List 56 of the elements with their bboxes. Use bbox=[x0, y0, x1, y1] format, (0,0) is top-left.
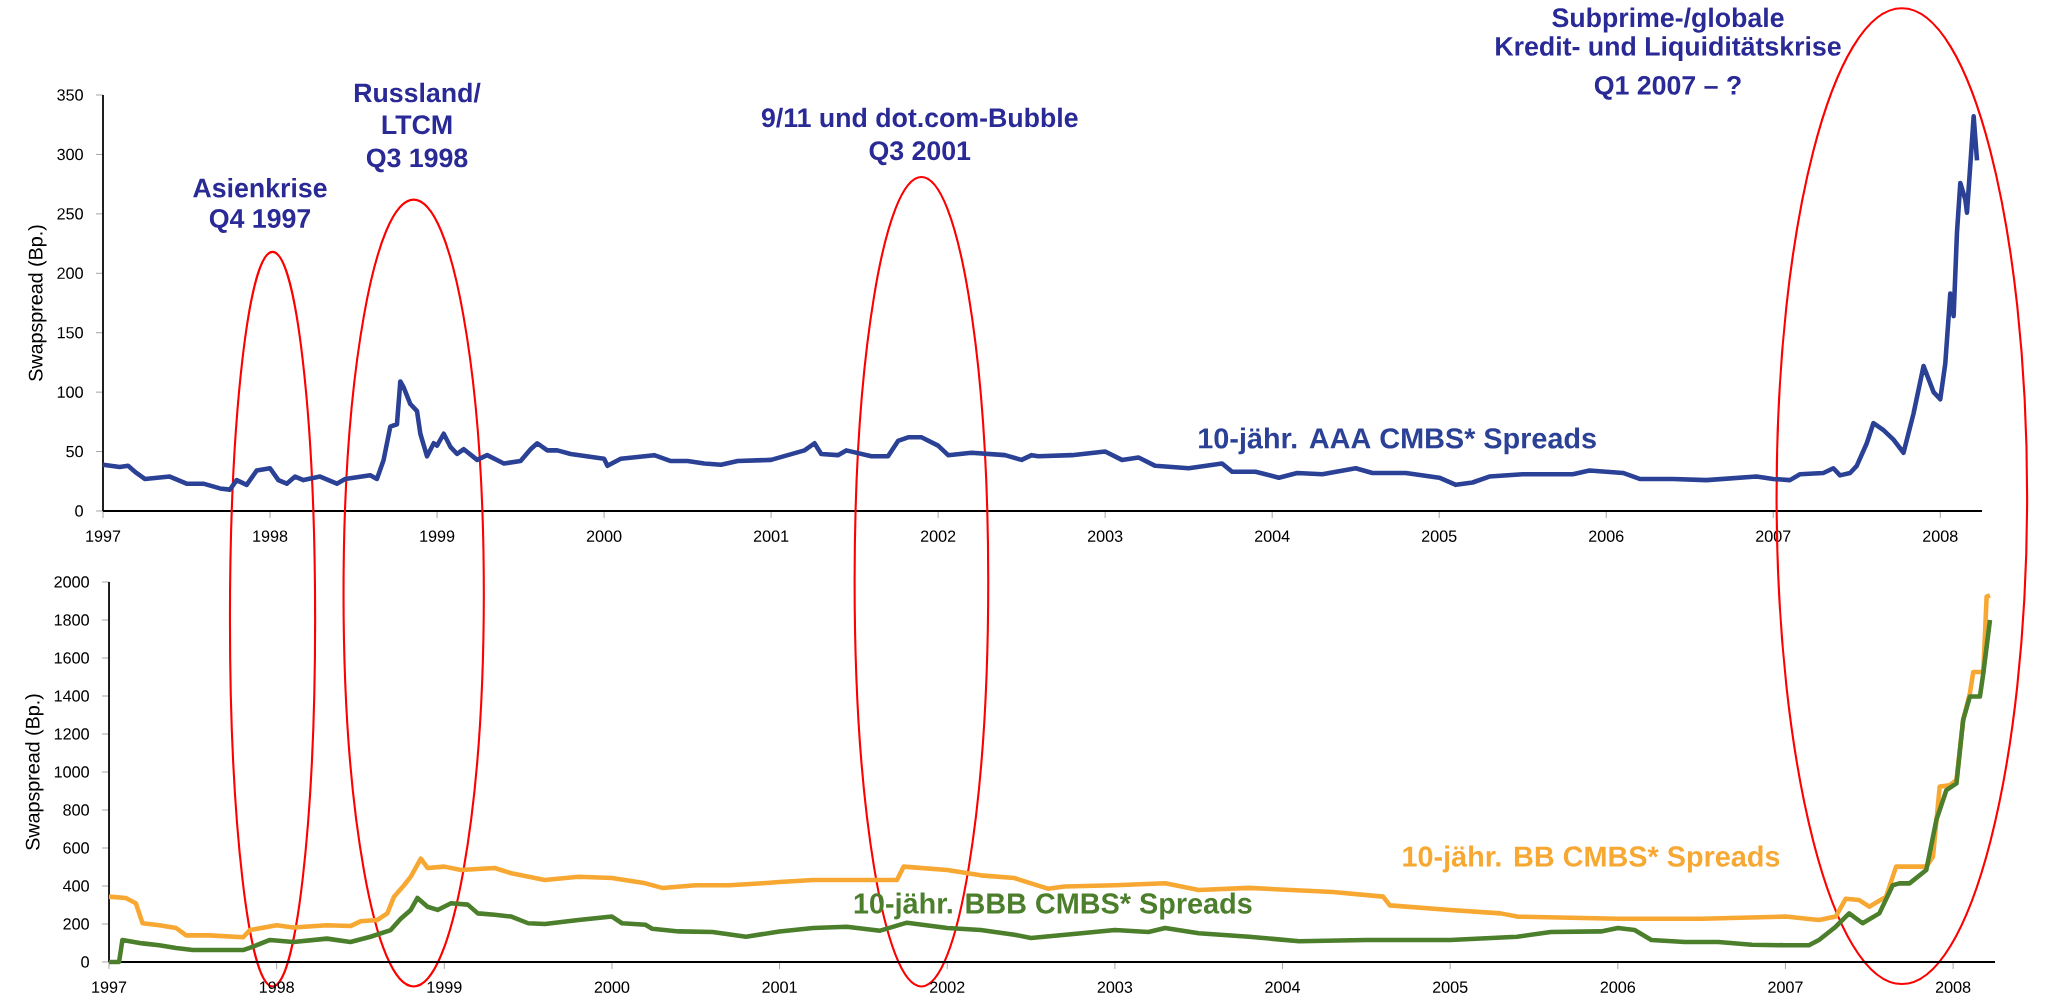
annotation: Q3 2001 bbox=[869, 141, 971, 166]
y-tick-label: 1000 bbox=[54, 766, 89, 778]
x-tick-label: 2004 bbox=[1265, 981, 1300, 993]
x-tick-label: 2007 bbox=[1768, 981, 1803, 993]
x-tick-label: 2004 bbox=[1255, 530, 1290, 542]
x-tick-label: 2003 bbox=[1097, 981, 1133, 993]
x-tick-label: 1998 bbox=[259, 981, 294, 993]
x-tick-label: 1999 bbox=[427, 981, 462, 993]
annotation: Q4 1997 bbox=[209, 209, 311, 233]
y-tick-label: 250 bbox=[57, 208, 83, 220]
text: Subprime-/globale bbox=[1552, 7, 1784, 33]
x-tick-label: 2000 bbox=[594, 981, 630, 993]
y-tick-label: 350 bbox=[57, 89, 83, 101]
annotation: Q1 2007 – ? bbox=[1594, 75, 1741, 100]
y-tick-label: 200 bbox=[57, 267, 83, 280]
y-tick-label: 0 bbox=[75, 505, 83, 517]
x-tick-label: 1999 bbox=[420, 530, 455, 542]
y-tick-label: 1600 bbox=[54, 652, 89, 664]
x-tick-label: 2006 bbox=[1589, 530, 1624, 542]
annotation: Q3 1998 bbox=[366, 148, 468, 173]
y-tick-label: 200 bbox=[63, 918, 89, 930]
y-tick-label: 0 bbox=[81, 956, 89, 968]
x-tick-label: 1997 bbox=[86, 530, 121, 542]
y-tick-label: 150 bbox=[57, 326, 83, 339]
x-tick-label: 2005 bbox=[1433, 981, 1468, 993]
x-tick-label: 1997 bbox=[92, 981, 127, 993]
annotation: Russland/ bbox=[354, 82, 481, 103]
series-label: 10-jähr. BB CMBS* Spreads bbox=[1403, 845, 1780, 873]
x-tick-label: 2001 bbox=[762, 981, 797, 993]
x-tick-label: 2006 bbox=[1600, 981, 1636, 993]
y-tick-label: 600 bbox=[63, 842, 89, 854]
x-tick-label: 2008 bbox=[1935, 981, 1971, 993]
y-tick-label: 50 bbox=[66, 445, 83, 458]
x-tick-label: 2008 bbox=[1923, 530, 1958, 542]
x-tick-label: 1998 bbox=[253, 530, 288, 542]
y-tick-label: 1800 bbox=[54, 614, 89, 626]
y-tick-label: 800 bbox=[63, 804, 89, 816]
y-axis-title: Swapspread (Bp.) bbox=[25, 694, 44, 850]
text: Kredit- und Liquiditätskrise bbox=[1496, 36, 1841, 62]
y-tick-label: 1200 bbox=[54, 728, 89, 740]
y-tick-label: 300 bbox=[57, 148, 83, 161]
y-tick-label: 2000 bbox=[54, 576, 89, 588]
x-tick-label: 2002 bbox=[930, 981, 965, 993]
x-tick-label: 2001 bbox=[753, 530, 789, 542]
y-tick-label: 100 bbox=[57, 386, 83, 398]
y-axis-title: Swapspread (Bp.) bbox=[28, 225, 47, 381]
annotation: Asienkrise bbox=[193, 177, 327, 198]
x-tick-label: 2005 bbox=[1422, 530, 1457, 542]
annotation: LTCM bbox=[382, 115, 452, 135]
annotation: 9/11 und dot.com-Bubble bbox=[761, 107, 1078, 128]
x-tick-label: 2002 bbox=[920, 530, 956, 542]
x-tick-label: 2003 bbox=[1087, 530, 1123, 542]
y-tick-label: 400 bbox=[63, 880, 89, 892]
x-tick-label: 2000 bbox=[586, 530, 622, 542]
series-label: 10-jähr. AAA CMBS* Spreads bbox=[1199, 427, 1596, 455]
y-tick-label: 1400 bbox=[54, 690, 89, 702]
